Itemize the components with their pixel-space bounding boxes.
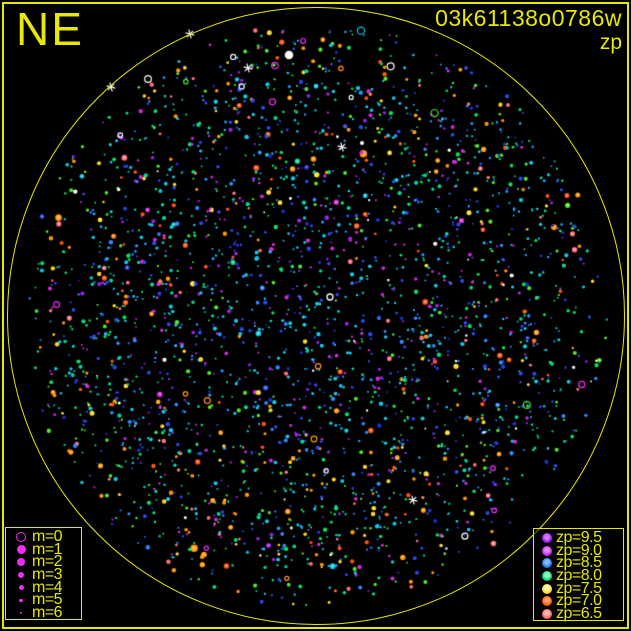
- legend-marker-icon: [538, 596, 556, 607]
- legend-marker-icon: [538, 558, 556, 569]
- legend-marker-icon: [10, 571, 32, 579]
- zp-color-marker-icon: [542, 533, 552, 544]
- legend-zp-row: zp=9.5: [538, 529, 619, 547]
- legend-zp-row: zp=8.0: [538, 567, 619, 585]
- legend-label: zp=6.5: [556, 604, 602, 622]
- legend-m-row: m=1: [10, 540, 77, 558]
- legend-marker-icon: [538, 545, 556, 556]
- legend-m-row: m=0: [10, 528, 77, 546]
- zp-color-marker-icon: [542, 608, 552, 619]
- legend-zp-row: zp=7.0: [538, 592, 619, 610]
- legend-zp-row: zp=7.5: [538, 579, 619, 597]
- legend-marker-icon: [538, 533, 556, 544]
- legend-label: m=2: [32, 553, 63, 571]
- legend-label: zp=9.5: [556, 529, 602, 547]
- legend-label: m=4: [32, 578, 63, 596]
- dot-marker-icon: [19, 598, 23, 603]
- zp-color-marker-icon: [542, 596, 552, 607]
- exposure-code-label: 03k61138o0786w: [435, 5, 622, 31]
- dot-marker-icon: [17, 571, 25, 579]
- legend-m-row: m=6: [10, 603, 77, 621]
- zp-color-marker-icon: [542, 571, 552, 582]
- dot-marker-icon: [16, 545, 26, 555]
- legend-marker-icon: [538, 583, 556, 594]
- zp-color-marker-icon: [542, 583, 552, 594]
- ring-marker-icon: [16, 532, 26, 543]
- legend-m-row: m=3: [10, 566, 77, 584]
- legend-zp-row: zp=9.0: [538, 541, 619, 559]
- legend-label: zp=7.0: [556, 592, 602, 610]
- legend-marker-icon: [10, 532, 32, 543]
- legend-label: m=3: [32, 566, 63, 584]
- legend-label: zp=7.5: [556, 579, 602, 597]
- zeropoint-legend: zp=9.5 zp=9.0 zp=8.5 zp=8.0 zp=7.5 zp=7.0 zp=6…: [533, 528, 624, 621]
- legend-label: zp=8.0: [556, 567, 602, 585]
- legend-zp-row: zp=6.5: [538, 604, 619, 622]
- legend-marker-icon: [538, 571, 556, 582]
- zp-color-marker-icon: [542, 558, 552, 569]
- legend-zp-row: zp=8.5: [538, 554, 619, 572]
- legend-marker-icon: [10, 585, 32, 591]
- legend-marker-icon: [10, 611, 32, 615]
- legend-label: m=1: [32, 540, 63, 558]
- dot-marker-icon: [19, 611, 23, 615]
- zp-color-marker-icon: [542, 545, 552, 556]
- legend-label: zp=8.5: [556, 554, 602, 572]
- legend-m-row: m=4: [10, 578, 77, 596]
- legend-marker-icon: [538, 608, 556, 619]
- legend-label: m=6: [32, 603, 63, 621]
- legend-m-row: m=5: [10, 591, 77, 609]
- legend-marker-icon: [10, 598, 32, 603]
- legend-label: m=0: [32, 528, 63, 546]
- legend-label: zp=9.0: [556, 541, 602, 559]
- dot-marker-icon: [18, 585, 24, 591]
- colorbar-quantity-label: zp: [599, 31, 622, 54]
- dot-marker-icon: [17, 558, 25, 567]
- legend-m-row: m=2: [10, 553, 77, 571]
- orientation-label: NE: [16, 3, 84, 55]
- legend-marker-icon: [10, 545, 32, 555]
- legend-marker-icon: [10, 558, 32, 567]
- legend-label: m=5: [32, 591, 63, 609]
- magnitude-legend: m=0 m=1 m=2 m=3 m=4 m=5 m=6: [5, 527, 82, 620]
